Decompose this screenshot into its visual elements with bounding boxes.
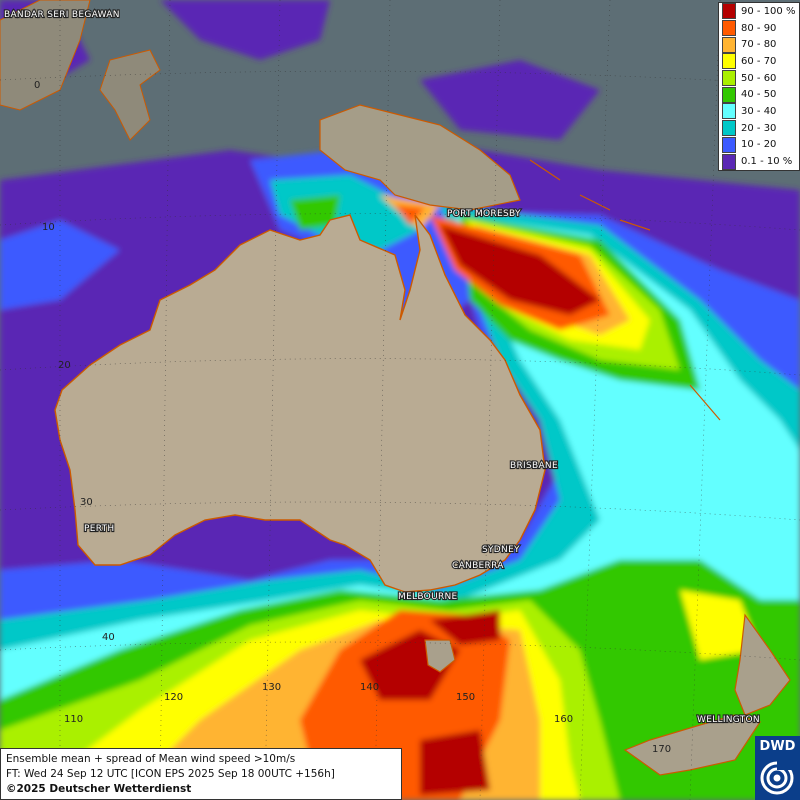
tasmania xyxy=(424,639,456,673)
legend-item: 40 - 50 xyxy=(719,86,799,103)
city-sydney: SYDNEY xyxy=(482,545,520,555)
legend-swatch xyxy=(722,70,736,87)
legend-label: 20 - 30 xyxy=(741,122,777,134)
legend-swatch xyxy=(722,103,736,120)
legend-swatch xyxy=(722,3,736,20)
legend-label: 0.1 - 10 % xyxy=(741,156,793,168)
forecast-time: FT: Wed 24 Sep 12 UTC [ICON EPS 2025 Sep… xyxy=(6,768,335,780)
legend-item: 50 - 60 xyxy=(719,70,799,87)
legend-swatch xyxy=(722,86,736,103)
legend-swatch xyxy=(722,20,736,37)
lon-label-150: 150 xyxy=(456,692,475,703)
legend-label: 80 - 90 xyxy=(741,22,777,34)
city-wellington: WELLINGTON xyxy=(697,715,760,725)
new-zealand-south xyxy=(623,714,761,776)
lat-label-10: 10 xyxy=(42,222,55,233)
lon-label-120: 120 xyxy=(164,692,183,703)
legend: 90 - 100 % 80 - 90 70 - 80 60 - 70 50 - … xyxy=(718,2,800,171)
legend-item: 70 - 80 xyxy=(719,36,799,53)
legend-swatch xyxy=(722,136,736,153)
city-melbourne: MELBOURNE xyxy=(398,592,458,602)
legend-swatch xyxy=(722,120,736,137)
lon-label-170: 170 xyxy=(652,744,671,755)
dwd-logo: DWD xyxy=(755,736,800,800)
new-zealand-north xyxy=(734,613,791,716)
legend-label: 30 - 40 xyxy=(741,105,777,117)
legend-item: 0.1 - 10 % xyxy=(719,153,799,170)
legend-swatch xyxy=(722,53,736,70)
legend-item: 90 - 100 % xyxy=(719,3,799,20)
sulawesi xyxy=(99,49,161,141)
legend-label: 60 - 70 xyxy=(741,55,777,67)
lat-label-30: 30 xyxy=(80,497,93,508)
city-brisbane: BRISBANE xyxy=(510,461,558,471)
legend-item: 30 - 40 xyxy=(719,103,799,120)
legend-label: 50 - 60 xyxy=(741,72,777,84)
legend-label: 10 - 20 xyxy=(741,139,777,151)
lat-label-40: 40 xyxy=(102,632,115,643)
city-canberra: CANBERRA xyxy=(452,561,504,571)
dwd-swirl-icon xyxy=(760,761,794,795)
lon-label-110: 110 xyxy=(64,714,83,725)
lon-label-140: 140 xyxy=(360,682,379,693)
legend-label: 70 - 80 xyxy=(741,39,777,51)
city-bandar-seri-begawan: BANDAR SERI BEGAWAN xyxy=(4,10,120,20)
lat-label-20: 20 xyxy=(58,360,71,371)
legend-item: 80 - 90 xyxy=(719,20,799,37)
lat-label-0: 0 xyxy=(34,80,40,91)
dwd-logo-text: DWD xyxy=(759,739,796,754)
product-description: Ensemble mean + spread of Mean wind spee… xyxy=(6,753,296,765)
lon-label-160: 160 xyxy=(554,714,573,725)
legend-item: 20 - 30 xyxy=(719,120,799,137)
legend-label: 90 - 100 % xyxy=(741,5,796,17)
legend-item: 10 - 20 xyxy=(719,136,799,154)
borneo xyxy=(0,0,91,111)
city-perth: PERTH xyxy=(84,524,114,534)
australia-landmass xyxy=(54,214,546,593)
city-port-moresby: PORT MORESBY xyxy=(447,209,521,219)
legend-swatch xyxy=(722,153,736,170)
legend-label: 40 - 50 xyxy=(741,89,777,101)
lon-label-130: 130 xyxy=(262,682,281,693)
legend-item: 60 - 70 xyxy=(719,53,799,70)
copyright: ©2025 Deutscher Wetterdienst xyxy=(6,783,192,795)
pacific-islands xyxy=(529,159,721,421)
info-box: Ensemble mean + spread of Mean wind spee… xyxy=(0,748,402,800)
legend-swatch xyxy=(722,36,736,53)
